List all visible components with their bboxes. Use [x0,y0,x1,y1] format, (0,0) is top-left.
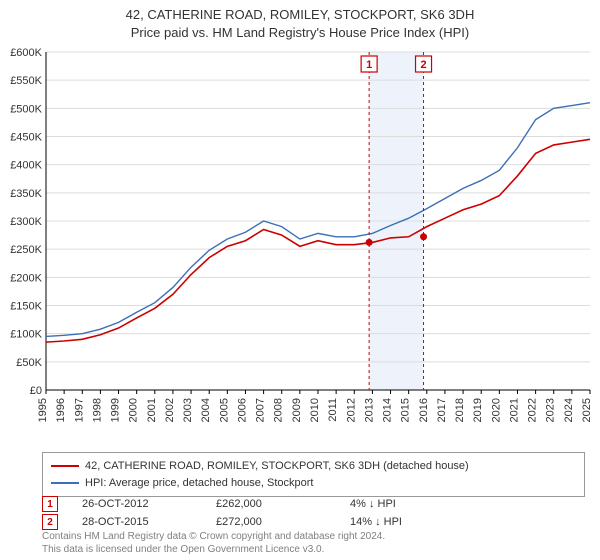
chart-title: 42, CATHERINE ROAD, ROMILEY, STOCKPORT, … [0,0,600,41]
svg-text:£0: £0 [30,385,42,397]
svg-text:1999: 1999 [110,398,122,422]
legend-label-series2: HPI: Average price, detached house, Stoc… [85,475,314,492]
svg-text:2006: 2006 [236,398,248,422]
transaction-badge: 2 [42,514,58,530]
transaction-badge: 1 [42,496,58,512]
transaction-date: 28-OCT-2015 [82,516,192,528]
svg-text:2010: 2010 [309,398,321,422]
svg-text:£300K: £300K [10,216,42,228]
price-chart: £0 £50K £100K £150K £200K £250K £300K £350K £400… [0,44,600,444]
title-line1: 42, CATHERINE ROAD, ROMILEY, STOCKPORT, … [0,6,600,24]
chart-container: { "title": { "line1": "42, CATHERINE ROA… [0,0,600,560]
transaction-delta: 4% ↓ HPI [350,498,460,510]
legend-row: HPI: Average price, detached house, Stoc… [51,475,576,492]
svg-text:2000: 2000 [128,398,140,422]
legend-row: 42, CATHERINE ROAD, ROMILEY, STOCKPORT, … [51,458,576,475]
series-legend: 42, CATHERINE ROAD, ROMILEY, STOCKPORT, … [42,452,585,497]
transaction-row: 2 28-OCT-2015 £272,000 14% ↓ HPI [42,514,567,530]
svg-text:2008: 2008 [273,398,285,422]
footer-attribution: Contains HM Land Registry data © Crown c… [42,530,385,556]
transaction-price: £272,000 [216,516,326,528]
svg-text:2007: 2007 [255,398,267,422]
footer-line2: This data is licensed under the Open Gov… [42,543,385,556]
svg-text:1995: 1995 [37,398,49,422]
svg-text:£250K: £250K [10,244,42,256]
svg-text:2025: 2025 [581,398,593,422]
svg-text:1998: 1998 [91,398,103,422]
svg-text:2020: 2020 [490,398,502,422]
svg-text:2009: 2009 [291,398,303,422]
svg-text:2016: 2016 [418,398,430,422]
title-line2: Price paid vs. HM Land Registry's House … [0,24,600,42]
svg-text:2004: 2004 [200,398,212,422]
svg-text:2012: 2012 [345,398,357,422]
svg-text:1996: 1996 [55,398,67,422]
legend-swatch-series1 [51,465,79,467]
transaction-date: 26-OCT-2012 [82,498,192,510]
svg-text:£50K: £50K [16,357,42,369]
svg-text:2014: 2014 [382,398,394,422]
svg-text:2017: 2017 [436,398,448,422]
svg-text:1: 1 [366,59,372,71]
svg-text:1997: 1997 [73,398,85,422]
svg-text:£450K: £450K [10,132,42,144]
svg-text:2022: 2022 [527,398,539,422]
svg-text:2: 2 [420,59,426,71]
transaction-price: £262,000 [216,498,326,510]
svg-text:2003: 2003 [182,398,194,422]
svg-text:2005: 2005 [218,398,230,422]
svg-text:2015: 2015 [400,398,412,422]
svg-text:£600K: £600K [10,47,42,59]
svg-text:£150K: £150K [10,301,42,313]
svg-text:£200K: £200K [10,272,42,284]
svg-text:2023: 2023 [545,398,557,422]
svg-text:2002: 2002 [164,398,176,422]
svg-text:2013: 2013 [363,398,375,422]
svg-text:£500K: £500K [10,103,42,115]
svg-text:£350K: £350K [10,188,42,200]
svg-text:2018: 2018 [454,398,466,422]
svg-text:£550K: £550K [10,75,42,87]
legend-swatch-series2 [51,482,79,484]
svg-text:2001: 2001 [146,398,158,422]
svg-text:2019: 2019 [472,398,484,422]
svg-text:£100K: £100K [10,329,42,341]
footer-line1: Contains HM Land Registry data © Crown c… [42,530,385,543]
legend-label-series1: 42, CATHERINE ROAD, ROMILEY, STOCKPORT, … [85,458,469,475]
transaction-delta: 14% ↓ HPI [350,516,460,528]
svg-text:£400K: £400K [10,160,42,172]
transactions-table: 1 26-OCT-2012 £262,000 4% ↓ HPI 2 28-OCT… [42,494,567,532]
transaction-row: 1 26-OCT-2012 £262,000 4% ↓ HPI [42,496,567,512]
svg-text:2021: 2021 [508,398,520,422]
svg-text:2024: 2024 [563,398,575,422]
svg-text:2011: 2011 [327,398,339,422]
